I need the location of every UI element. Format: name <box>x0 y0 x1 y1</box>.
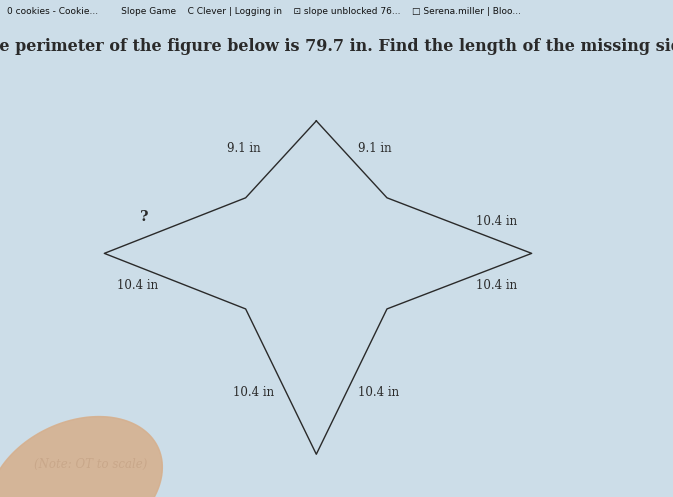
Text: 10.4 in: 10.4 in <box>358 386 400 399</box>
Text: 10.4 in: 10.4 in <box>117 279 158 292</box>
Polygon shape <box>0 416 162 497</box>
Text: 10.4 in: 10.4 in <box>476 215 518 228</box>
Text: (Note: OT to scale): (Note: OT to scale) <box>34 458 147 471</box>
Text: ?: ? <box>139 210 148 224</box>
Text: 0 cookies - Cookie...        Slope Game    C Clever | Logging in    ⊡ slope unbl: 0 cookies - Cookie... Slope Game C Cleve… <box>7 7 521 16</box>
Text: 10.4 in: 10.4 in <box>476 279 518 292</box>
Text: 9.1 in: 9.1 in <box>358 142 392 155</box>
Text: The perimeter of the figure below is 79.7 in. Find the length of the missing sid: The perimeter of the figure below is 79.… <box>0 38 673 55</box>
Text: 9.1 in: 9.1 in <box>227 142 260 155</box>
Polygon shape <box>0 416 162 497</box>
Text: 10.4 in: 10.4 in <box>233 386 275 399</box>
